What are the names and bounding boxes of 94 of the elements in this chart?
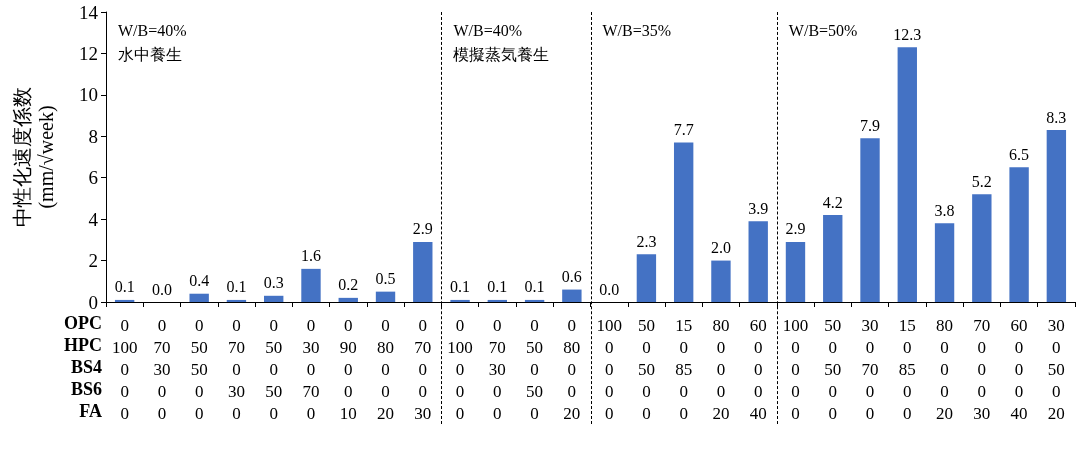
annotation: W/B=40% 水中養生	[118, 21, 187, 63]
data-label: 1.6	[300, 247, 321, 265]
x-tick-label: 0 70 0 0 30	[414, 315, 432, 423]
x-tick-label: 70 0 0 0 30	[973, 315, 991, 423]
annotation: W/B=50%	[788, 21, 858, 39]
y-tick-label: 6	[88, 167, 98, 189]
x-tick-label: 80 0 0 0 20	[712, 315, 730, 423]
y-axis-title: 中性化速度係数 (mm/√week)	[11, 87, 58, 227]
bar	[487, 299, 508, 302]
x-tick-label: 15 0 85 0 0	[898, 315, 916, 423]
bar	[673, 142, 694, 302]
bar	[226, 299, 247, 302]
bar	[264, 295, 284, 302]
data-label: 7.7	[673, 121, 694, 138]
text: BS6	[70, 379, 102, 399]
x-tick-label: 100 0 0 0 0	[596, 315, 622, 423]
x-tick-label: 60 0 0 0 40	[1010, 315, 1028, 423]
bar	[711, 260, 731, 302]
data-label: 0.0	[151, 280, 172, 298]
data-label: 2.9	[412, 220, 433, 238]
data-label: 0.4	[189, 272, 210, 290]
y-tick-label: 4	[88, 208, 99, 230]
data-label: 4.2	[822, 193, 843, 211]
text: FA	[79, 401, 102, 421]
data-label: 3.8	[934, 201, 955, 219]
x-tick-label: 0 90 0 0 10	[339, 315, 357, 423]
x-tick-label: 0 80 0 0 20	[377, 315, 395, 423]
x-tick-label: 0 50 0 50 0	[265, 315, 283, 423]
data-label: 2.0	[710, 239, 731, 257]
y-tick-label: 10	[79, 84, 98, 106]
bar	[189, 293, 209, 302]
bar	[1046, 130, 1067, 302]
bar	[823, 215, 843, 302]
bar	[413, 241, 433, 302]
data-label: 0.0	[599, 280, 620, 298]
bar	[785, 241, 806, 302]
x-tick-label: 0 70 30 0 0	[153, 315, 171, 423]
x-tick-label: 80 0 0 0 20	[936, 315, 954, 423]
x-tick-label: 0 80 0 0 20	[563, 315, 581, 423]
data-label: 3.9	[748, 199, 769, 217]
data-label: 0.1	[487, 278, 508, 296]
data-label: 7.9	[860, 116, 881, 134]
x-tick-label: 0 70 30 0 0	[488, 315, 506, 423]
data-label: 0.1	[114, 278, 135, 296]
x-tick-label: 100 0 0 0 0	[782, 315, 809, 423]
bar	[338, 297, 358, 302]
y-tick-label: 8	[88, 125, 98, 147]
data-label: 8.3	[1046, 108, 1067, 126]
y-tick-label: 2	[88, 250, 98, 272]
annotation: W/B=35%	[602, 21, 672, 39]
data-label: 5.2	[971, 172, 992, 190]
bar	[934, 223, 955, 302]
data-label: 0.3	[263, 274, 284, 292]
data-label: 6.5	[1009, 145, 1030, 163]
x-tick-label: 0 50 50 0 0	[190, 315, 208, 423]
x-tick-label: 50 0 50 0 0	[824, 315, 842, 423]
bar	[375, 291, 396, 302]
x-tick-label: 0 50 0 50 0	[526, 315, 544, 423]
bar	[114, 299, 135, 302]
bar	[1009, 167, 1029, 302]
data-label: 2.3	[636, 232, 657, 250]
x-tick-label: 0 70 0 30 0	[227, 315, 245, 423]
x-tick-label: 0 100 0 0 0	[111, 315, 138, 423]
data-label: 0.1	[450, 278, 471, 296]
bar	[748, 221, 768, 302]
bar	[301, 268, 321, 302]
data-label: 0.2	[338, 276, 359, 294]
annotation: W/B=40% 模擬蒸気養生	[453, 21, 550, 63]
data-label: 2.9	[785, 220, 806, 238]
data-label: 0.5	[375, 270, 396, 288]
text: HPC	[64, 335, 102, 355]
bar	[450, 299, 470, 302]
x-tick-label: 50 0 50 0 0	[637, 315, 655, 423]
x-tick-label: 30 0 70 0 0	[861, 315, 879, 423]
bar	[897, 47, 917, 302]
data-label: 12.3	[893, 25, 922, 43]
bar	[562, 289, 582, 302]
bar	[636, 254, 657, 302]
x-tick-label: 30 0 50 0 20	[1047, 315, 1065, 423]
text: OPC	[64, 313, 102, 333]
x-tick-label: 0 30 0 70 0	[302, 315, 320, 423]
y-tick-label: 14	[79, 1, 99, 23]
y-tick-label: 0	[88, 291, 98, 313]
bar	[972, 194, 992, 302]
x-tick-label: 60 0 0 0 40	[749, 315, 767, 423]
data-label: 0.1	[524, 278, 545, 296]
bar	[524, 299, 545, 302]
x-tick-label: 0 100 0 0 0	[447, 315, 473, 423]
text: BS4	[70, 357, 102, 377]
x-tick-label: 15 0 85 0 0	[675, 315, 693, 423]
data-label: 0.6	[561, 268, 582, 286]
y-tick-label: 12	[79, 42, 98, 64]
data-label: 0.1	[226, 278, 247, 296]
bar	[860, 138, 880, 302]
